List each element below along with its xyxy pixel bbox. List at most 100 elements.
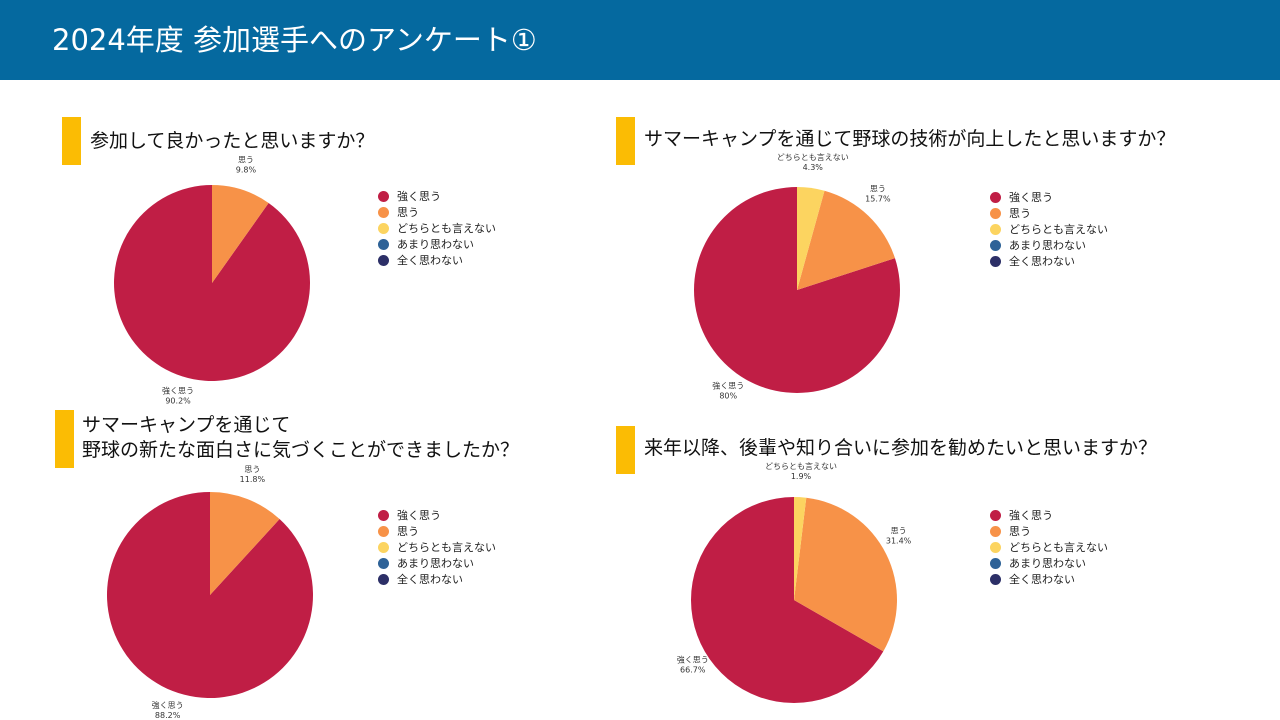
legend-item: 強く思う <box>990 507 1150 523</box>
page-title: 2024年度 参加選手へのアンケート① <box>52 23 537 57</box>
legend-item: 強く思う <box>378 188 538 204</box>
legend-label: 強く思う <box>1009 509 1053 522</box>
question-title: サマーキャンプを通じて 野球の新たな面白さに気づくことができましたか？ <box>82 413 519 463</box>
question-title-line: 来年以降、後輩や知り合いに参加を勧めたいと思いますか？ <box>644 437 1158 459</box>
legend-swatch <box>990 191 1001 203</box>
legend-swatch <box>990 239 1001 251</box>
pie-slice <box>690 497 884 704</box>
pie-slice <box>210 492 280 595</box>
legend-swatch <box>990 207 1001 219</box>
question-title: 来年以降、後輩や知り合いに参加を勧めたいと思いますか？ <box>644 436 1157 461</box>
question-accent-bar <box>616 426 635 474</box>
slice-category-label: 思う <box>244 465 260 474</box>
question-accent-bar <box>616 117 635 165</box>
legend-swatch <box>378 557 389 569</box>
slice-category-label: 強く思う <box>677 655 709 665</box>
slice-category-label: 強く思う <box>712 381 744 391</box>
pie-slice <box>212 185 269 283</box>
legend-swatch <box>990 525 1001 537</box>
legend-item: あまり思わない <box>990 237 1150 253</box>
legend-item: どちらとも言えない <box>990 221 1150 237</box>
question-title-line: 参加して良かったと思いますか？ <box>90 130 375 152</box>
slice-category-label: どちらとも言えない <box>765 461 837 471</box>
legend-item: 思う <box>378 523 538 539</box>
legend-swatch <box>378 238 389 250</box>
pie-slice <box>794 497 807 600</box>
pie-slice <box>797 190 895 290</box>
legend-label: 強く思う <box>397 190 441 203</box>
legend-label: どちらとも言えない <box>397 222 496 235</box>
header-bar: 2024年度 参加選手へのアンケート① <box>0 0 1280 80</box>
question-accent-bar <box>62 117 81 165</box>
question-title-line: 野球の新たな面白さに気づくことができましたか？ <box>82 439 520 461</box>
legend-label: どちらとも言えない <box>1009 541 1108 554</box>
slice-value-label: 4.3% <box>803 163 824 172</box>
slice-value-label: 80% <box>719 392 737 401</box>
legend-swatch <box>378 573 389 585</box>
legend-swatch <box>378 222 389 234</box>
legend-swatch <box>378 541 389 553</box>
legend-label: あまり思わない <box>1009 557 1086 570</box>
legend-swatch <box>990 541 1001 553</box>
legend-swatch <box>990 223 1001 235</box>
legend-item: 強く思う <box>378 507 538 523</box>
legend-item: 思う <box>990 205 1150 221</box>
legend-label: どちらとも言えない <box>1009 223 1108 236</box>
legend-item: 全く思わない <box>378 571 538 587</box>
legend-swatch <box>990 255 1001 267</box>
legend-swatch <box>378 190 389 202</box>
slice-value-label: 88.2% <box>155 711 181 720</box>
legend-label: 思う <box>397 525 419 538</box>
slice-value-label: 15.7% <box>865 194 891 203</box>
chart-legend: 強く思う思うどちらとも言えない あまり思わない 全く思わない <box>990 507 1150 587</box>
legend-label: 強く思う <box>1009 191 1053 204</box>
question-title: 参加して良かったと思いますか？ <box>90 129 374 154</box>
pie-slice <box>797 187 825 290</box>
slice-value-label: 1.9% <box>791 472 812 481</box>
legend-item: 全く思わない <box>990 253 1150 269</box>
slice-category-label: どちらとも言えない <box>777 152 849 162</box>
pie-slice <box>794 497 898 652</box>
slice-category-label: 思う <box>238 155 254 164</box>
slice-value-label: 66.7% <box>680 666 706 675</box>
slice-value-label: 11.8% <box>240 475 266 484</box>
question-accent-bar <box>55 410 74 468</box>
legend-label: 思う <box>1009 525 1031 538</box>
slice-value-label: 90.2% <box>165 397 191 406</box>
slice-category-label: 強く思う <box>162 386 194 396</box>
slice-category-label: 思う <box>870 184 886 193</box>
legend-item: どちらとも言えない <box>378 539 538 555</box>
legend-label: 全く思わない <box>1009 255 1075 268</box>
legend-swatch <box>378 254 389 266</box>
chart-legend: 強く思う思う どちらとも言えないあまり思わない 全く思わない <box>378 507 538 587</box>
legend-item: どちらとも言えない <box>378 220 538 236</box>
legend-label: 全く思わない <box>1009 573 1075 586</box>
question-title-line: サマーキャンプを通じて野球の技術が向上したと思いますか？ <box>644 128 1176 150</box>
chart-legend: 強く思う 思う どちらとも言えない あまり思わない 全く思わない <box>378 188 538 268</box>
legend-label: 全く思わない <box>397 254 463 267</box>
legend-swatch <box>378 509 389 521</box>
legend-item: 全く思わない <box>378 252 538 268</box>
legend-swatch <box>378 525 389 537</box>
legend-item: 全く思わない <box>990 571 1150 587</box>
chart-legend: 強く思う 思うどちらとも言えない あまり思わない全く思わない <box>990 189 1150 269</box>
question-title: サマーキャンプを通じて野球の技術が向上したと思いますか？ <box>644 127 1175 152</box>
legend-item: あまり思わない <box>990 555 1150 571</box>
legend-swatch <box>990 509 1001 521</box>
legend-swatch <box>990 557 1001 569</box>
legend-label: あまり思わない <box>397 238 474 251</box>
legend-item: あまり思わない <box>378 236 538 252</box>
legend-item: どちらとも言えない <box>990 539 1150 555</box>
legend-swatch <box>378 206 389 218</box>
legend-item: 思う <box>990 523 1150 539</box>
slice-value-label: 31.4% <box>886 537 912 546</box>
legend-label: あまり思わない <box>397 557 474 570</box>
legend-item: 強く思う <box>990 189 1150 205</box>
legend-swatch <box>990 573 1001 585</box>
slice-value-label: 9.8% <box>236 165 257 174</box>
question-title-line: サマーキャンプを通じて <box>82 414 291 436</box>
slice-category-label: 思う <box>891 527 907 536</box>
